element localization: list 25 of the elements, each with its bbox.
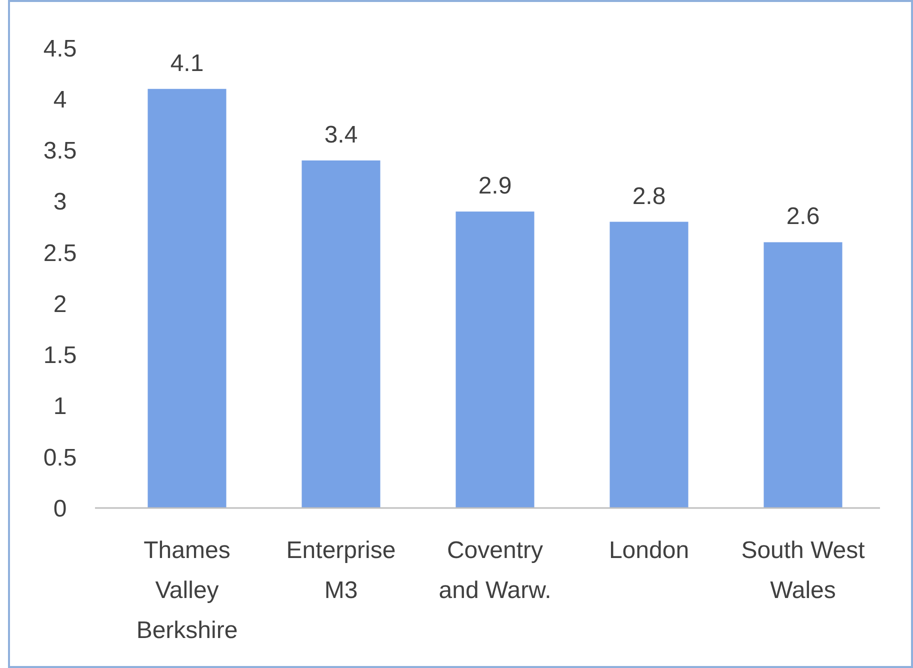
data-label: 3.4 [324,121,358,148]
bar [610,222,688,508]
x-tick-label: South West Wales [741,537,866,604]
data-label: 2.9 [478,172,512,200]
y-tick-label: 3.5 [43,138,77,165]
data-label: 2.6 [786,203,820,230]
y-tick-label: 0 [53,495,67,522]
data-label: 4.1 [170,50,204,77]
x-tick-label: Coventry and Warw. [438,537,552,604]
y-tick-label: 2.5 [43,240,77,267]
x-tick-label: Thames Valley Berkshire [136,537,238,644]
y-tick-label: 4.5 [43,35,77,62]
data-label: 2.8 [632,182,666,210]
y-tick-label: 4 [53,86,67,114]
y-tick-label: 3 [53,188,67,216]
bar [764,242,842,508]
y-tick-label: 2 [53,290,67,318]
bar [302,160,380,508]
y-tick-label: 1.5 [43,342,77,370]
y-tick-label: 0.5 [43,444,77,472]
bar [148,88,226,508]
y-tick-label: 1 [53,393,67,420]
x-tick-label: London [608,537,690,564]
bar [456,212,534,508]
x-tick-label: Enterprise M3 [286,537,396,604]
